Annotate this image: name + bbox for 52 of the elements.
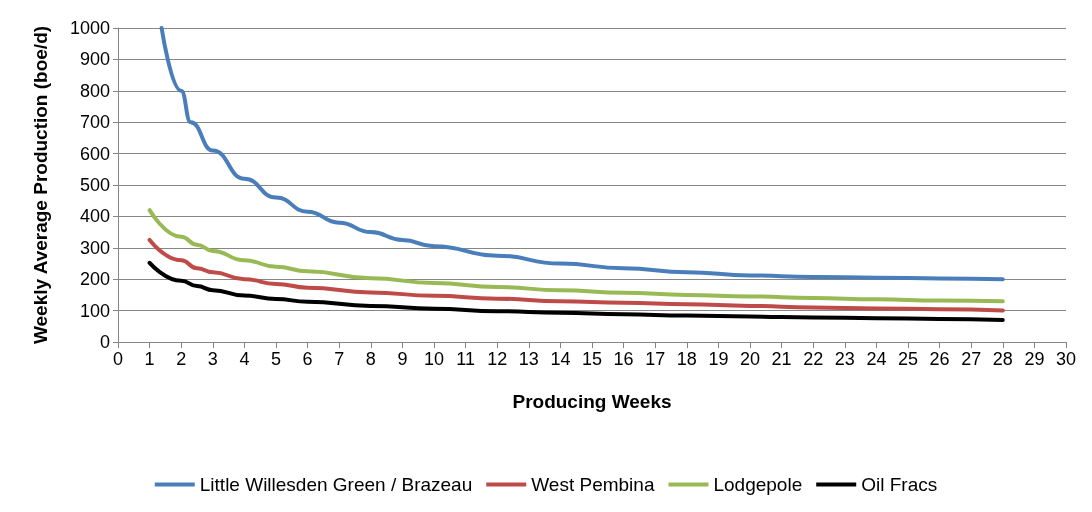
y-tick-label: 700 <box>79 112 110 133</box>
x-tick-label: 6 <box>302 349 313 369</box>
x-tick-label: 18 <box>676 349 697 369</box>
x-tick-label: 25 <box>897 349 919 369</box>
y-tick-label: 1000 <box>69 18 110 38</box>
y-tick-label: 600 <box>79 143 110 164</box>
x-tick-label: 4 <box>239 349 250 369</box>
line-series <box>147 237 1005 313</box>
y-tick-label: 900 <box>79 49 110 70</box>
line-series <box>147 208 1005 304</box>
x-tick-label: 28 <box>992 349 1013 369</box>
x-tick-label: 26 <box>929 349 950 369</box>
legend-label: Lodgepole <box>713 474 803 495</box>
y-tick-label: 100 <box>79 300 110 321</box>
x-tick-label: 1 <box>144 349 155 369</box>
x-tick-label: 11 <box>456 349 475 369</box>
legend-label: Oil Fracs <box>861 474 938 495</box>
legend-label: Little Willesden Green / Brazeau <box>199 474 473 495</box>
x-tick-label: 7 <box>334 349 345 369</box>
x-tick-label: 12 <box>487 349 508 369</box>
legend-label: West Pembina <box>531 474 655 495</box>
x-tick-label: 30 <box>1055 349 1077 369</box>
x-tick-label: 3 <box>207 349 218 369</box>
y-tick-label: 400 <box>79 206 110 227</box>
x-tick-label: 13 <box>518 349 539 369</box>
x-tick-label: 22 <box>803 349 824 369</box>
y-tick-label: 0 <box>99 332 110 352</box>
line-series <box>147 260 1005 323</box>
x-tick-label: 2 <box>176 349 187 369</box>
x-tick-label: 23 <box>834 349 855 369</box>
x-tick-label: 24 <box>866 349 887 369</box>
x-tick-label: 8 <box>365 349 376 369</box>
line-series <box>159 26 1005 282</box>
x-tick-label: 20 <box>739 349 761 369</box>
y-tick-label: 200 <box>79 269 110 290</box>
y-tick-label: 300 <box>79 237 110 258</box>
x-tick-label: 17 <box>645 349 666 369</box>
x-tick-label: 9 <box>397 349 408 369</box>
x-tick-label: 0 <box>112 349 124 369</box>
x-tick-label: 21 <box>771 349 792 369</box>
y-axis-title: Weekly Average Production (boe/d) <box>30 25 51 345</box>
x-tick-label: 29 <box>1024 349 1045 369</box>
x-tick-label: 19 <box>708 349 729 369</box>
x-tick-label: 16 <box>613 349 634 369</box>
x-tick-label: 15 <box>581 349 603 369</box>
y-tick-label: 800 <box>79 80 110 101</box>
x-tick-label: 10 <box>423 349 445 369</box>
x-tick-label: 5 <box>270 349 282 369</box>
x-tick-label: 27 <box>961 349 982 369</box>
x-axis-title: Producing Weeks <box>512 391 672 412</box>
y-tick-label: 500 <box>79 175 110 195</box>
x-tick-label: 14 <box>550 349 571 369</box>
